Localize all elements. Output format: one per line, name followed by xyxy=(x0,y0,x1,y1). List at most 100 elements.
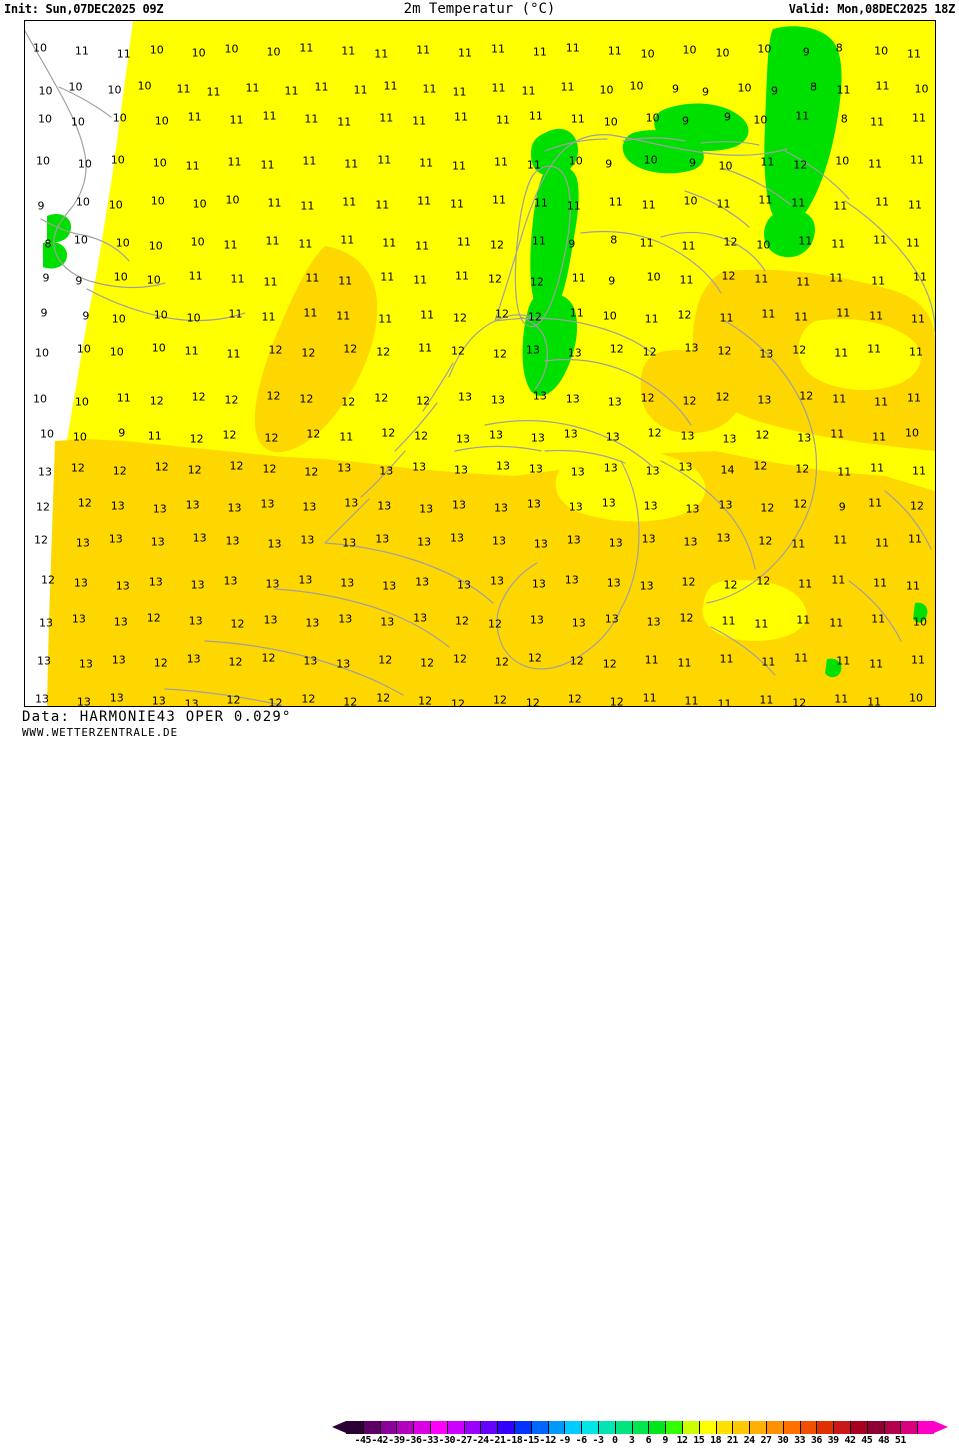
grid-value: 11 xyxy=(342,195,357,209)
grid-value: 13 xyxy=(458,390,473,404)
grid-value: 11 xyxy=(796,275,811,289)
scale-swatch xyxy=(698,1421,716,1434)
grid-value: 11 xyxy=(716,197,731,211)
grid-value: 10 xyxy=(77,157,92,171)
grid-value: 13 xyxy=(607,395,622,409)
grid-value: 10 xyxy=(191,46,206,60)
grid-value: 10 xyxy=(110,153,125,167)
field-gold-south-c xyxy=(506,616,719,706)
scale-tick: 9 xyxy=(662,1435,668,1446)
grid-value: 11 xyxy=(560,80,575,94)
grid-value: 11 xyxy=(458,46,473,60)
grid-value: 11 xyxy=(570,112,585,126)
grid-value: 11 xyxy=(870,461,885,475)
grid-value: 13 xyxy=(148,575,163,589)
scale-tick: 12 xyxy=(676,1435,688,1446)
color-scale-legend[interactable]: -45 -42 -39 -36 -33 -30 -27 -24 -21 -18 -15 -12 -9 -6… xyxy=(332,1419,948,1449)
scale-tick: 24 xyxy=(743,1435,756,1446)
grid-value: 9 xyxy=(682,114,690,128)
grid-value: 13 xyxy=(419,502,434,516)
grid-value: 14 xyxy=(720,463,735,477)
grid-value: 12 xyxy=(451,344,466,358)
grid-value: 10 xyxy=(603,115,618,129)
grid-value: 13 xyxy=(73,576,88,590)
grid-value: 12 xyxy=(189,432,204,446)
grid-value: 11 xyxy=(833,533,848,547)
grid-value: 11 xyxy=(758,193,773,207)
grid-value: 10 xyxy=(913,615,928,629)
grid-value: 10 xyxy=(715,46,730,60)
grid-value: 11 xyxy=(493,155,508,169)
scale-swatch xyxy=(513,1421,531,1434)
grid-value: 12 xyxy=(753,459,768,473)
grid-value: 12 xyxy=(455,614,470,628)
grid-value: 10 xyxy=(109,345,124,359)
grid-value: 11 xyxy=(908,198,923,212)
grid-value: 13 xyxy=(759,347,774,361)
scale-tick: -3 xyxy=(592,1435,604,1446)
grid-value: 11 xyxy=(761,307,776,321)
grid-value: 11 xyxy=(454,110,469,124)
grid-value: 11 xyxy=(416,43,431,57)
grid-value: 11 xyxy=(336,309,351,323)
grid-value: 13 xyxy=(184,697,199,707)
grid-value: 12 xyxy=(381,426,396,440)
grid-value: 13 xyxy=(300,533,315,547)
grid-value: 11 xyxy=(383,79,398,93)
grid-value: 12 xyxy=(301,692,316,706)
grid-value: 12 xyxy=(268,343,283,357)
grid-value: 10 xyxy=(909,691,924,705)
grid-value: 10 xyxy=(645,111,660,125)
field-green-ijsselmeer xyxy=(530,166,579,318)
grid-value: 13 xyxy=(529,613,544,627)
grid-value: 13 xyxy=(190,578,205,592)
grid-value: 11 xyxy=(836,654,851,668)
scale-arrow-right xyxy=(934,1421,948,1433)
scale-swatch xyxy=(463,1421,481,1434)
temperature-field-canvas xyxy=(25,21,935,706)
scale-swatch xyxy=(480,1421,498,1434)
grid-value: 12 xyxy=(723,235,738,249)
scale-swatch xyxy=(413,1421,430,1434)
scale-tick: 45 xyxy=(861,1435,873,1446)
grid-value: 13 xyxy=(260,497,275,511)
grid-value: 13 xyxy=(490,393,505,407)
grid-value: 11 xyxy=(565,41,580,55)
grid-value: 10 xyxy=(757,42,772,56)
grid-value: 11 xyxy=(188,269,203,283)
field-green-lake-upper xyxy=(531,128,579,177)
grid-value: 11 xyxy=(261,310,276,324)
grid-value: 10 xyxy=(72,430,87,444)
grid-value: 13 xyxy=(532,389,547,403)
grid-value: 9 xyxy=(82,309,90,323)
grid-value: 12 xyxy=(224,393,239,407)
grid-value: 11 xyxy=(912,464,927,478)
grid-value: 9 xyxy=(118,426,126,440)
scale-swatch xyxy=(631,1421,649,1434)
grid-value: 11 xyxy=(305,271,320,285)
grid-value: 13 xyxy=(491,534,506,548)
footer-bar: Data: HARMONIE43 OPER 0.029° WWW.WETTERZ… xyxy=(0,708,959,1446)
grid-value: 13 xyxy=(71,612,86,626)
grid-value: 12 xyxy=(682,394,697,408)
grid-value: 11 xyxy=(871,612,886,626)
grid-value: 12 xyxy=(149,394,164,408)
grid-value: 12 xyxy=(793,158,808,172)
grid-value: 12 xyxy=(416,394,431,408)
grid-value: 9 xyxy=(42,271,50,285)
grid-value: 12 xyxy=(420,656,435,670)
grid-value: 12 xyxy=(715,390,730,404)
grid-value: 10 xyxy=(643,153,658,167)
map-frame[interactable]: 10 11 11 10 10 10 10 11 11 11 11 11 11 11 11 11 10 10 10 10… xyxy=(24,20,936,707)
grid-value: 12 xyxy=(222,428,237,442)
grid-value: 12 xyxy=(451,697,466,707)
grid-value: 12 xyxy=(910,499,925,513)
grid-value: 10 xyxy=(32,41,47,55)
grid-value: 10 xyxy=(107,83,122,97)
grid-value: 10 xyxy=(224,42,239,56)
grid-value: 10 xyxy=(70,115,85,129)
grid-value: 11 xyxy=(837,465,852,479)
scale-tick: -45 xyxy=(354,1435,372,1446)
grid-value: 8 xyxy=(44,237,52,251)
scale-tick: 42 xyxy=(844,1435,856,1446)
